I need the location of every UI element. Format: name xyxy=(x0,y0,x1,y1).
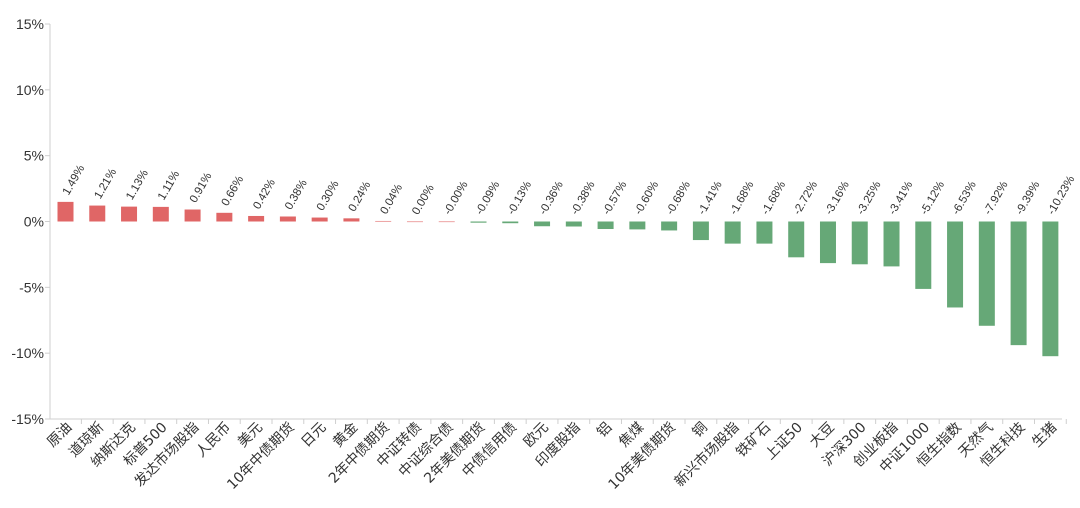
data-label: -0.00% xyxy=(442,179,471,217)
data-label: -0.60% xyxy=(633,179,662,217)
x-tick-label: 人民币 xyxy=(193,420,234,461)
bar xyxy=(1010,221,1027,346)
bar xyxy=(692,221,709,241)
bar xyxy=(184,209,201,222)
bar xyxy=(1042,221,1059,357)
data-label: 0.42% xyxy=(251,177,278,211)
data-label: -1.68% xyxy=(728,179,757,217)
bar xyxy=(311,217,328,222)
bar xyxy=(406,221,423,223)
data-label: -5.12% xyxy=(918,179,947,217)
data-label: -0.57% xyxy=(601,179,630,217)
bar xyxy=(724,221,741,244)
bar xyxy=(121,206,138,222)
data-label: 0.24% xyxy=(347,180,374,214)
bar xyxy=(883,221,900,267)
data-label: 1.49% xyxy=(61,163,88,197)
data-label: 1.11% xyxy=(156,169,182,203)
data-label: 0.66% xyxy=(220,174,247,208)
data-label: -0.13% xyxy=(505,179,534,217)
bar xyxy=(788,221,805,258)
data-label: -7.92% xyxy=(982,179,1011,217)
data-labels: 1.49% 1.21% 1.13% 1.11% 0.91% 0.66% 0.42% 0.38%… xyxy=(61,163,1078,217)
y-tick-label: 15% xyxy=(16,16,44,32)
bar xyxy=(375,220,392,222)
data-label: -0.68% xyxy=(664,179,693,217)
bar xyxy=(248,215,265,222)
data-label: -0.38% xyxy=(569,179,598,217)
data-label: 1.13% xyxy=(124,168,151,202)
y-tick-label: -15% xyxy=(11,411,44,427)
y-tick-label: 10% xyxy=(16,82,44,98)
data-label: -3.16% xyxy=(823,179,852,217)
data-label: -1.41% xyxy=(696,179,725,217)
data-label: -0.36% xyxy=(537,179,566,217)
y-tick-label: -5% xyxy=(19,279,44,295)
bar xyxy=(565,221,582,227)
data-label: 0.04% xyxy=(378,182,405,216)
data-label: 0.38% xyxy=(283,178,310,212)
data-label: -3.25% xyxy=(855,179,884,217)
data-label: -10.23% xyxy=(1046,174,1078,217)
bar xyxy=(57,201,74,222)
bar xyxy=(597,221,614,230)
data-label: 0.91% xyxy=(188,171,215,205)
x-tick-label: 铜 xyxy=(690,420,711,441)
data-label: 0.00% xyxy=(410,183,437,217)
bar xyxy=(819,221,836,264)
data-label: -9.39% xyxy=(1014,179,1043,217)
bar xyxy=(279,216,296,222)
bar xyxy=(851,221,868,265)
bar xyxy=(915,221,932,289)
bar xyxy=(756,221,773,244)
x-tick-label: 生猪 xyxy=(1029,420,1060,451)
bar xyxy=(89,205,106,222)
y-tick-label: 5% xyxy=(24,148,44,164)
bar xyxy=(438,221,455,223)
y-axis: 15% 10% 5% 0% -5% -10% -15% xyxy=(11,16,51,427)
bar xyxy=(661,221,678,231)
x-tick-label: 铝 xyxy=(594,420,615,441)
bar xyxy=(502,221,519,224)
x-tick-label: 日元 xyxy=(298,420,329,451)
bar xyxy=(534,221,551,227)
bar xyxy=(947,221,964,308)
bar xyxy=(152,206,169,222)
y-tick-label: 0% xyxy=(24,214,44,230)
data-label: -1.68% xyxy=(760,179,789,217)
bar xyxy=(978,221,995,326)
y-tick-label: -10% xyxy=(11,345,44,361)
data-label: -2.72% xyxy=(791,179,820,217)
data-label: -6.53% xyxy=(950,179,979,217)
bar xyxy=(629,221,646,230)
data-label: 1.21% xyxy=(92,167,119,201)
bars xyxy=(57,201,1059,357)
data-label: -0.09% xyxy=(474,179,503,217)
bar xyxy=(343,218,360,222)
data-label: -3.41% xyxy=(887,179,916,217)
bar xyxy=(216,212,233,222)
data-label: 0.30% xyxy=(315,179,342,213)
bar xyxy=(470,221,487,223)
